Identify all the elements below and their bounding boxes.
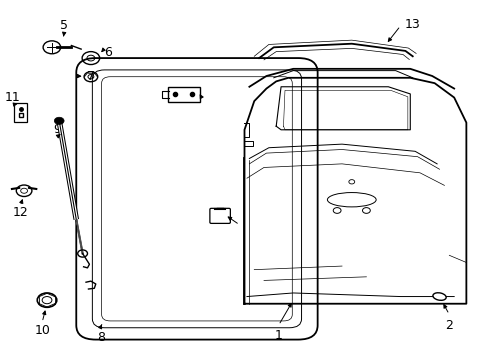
Text: 8: 8 bbox=[97, 331, 104, 344]
Text: 6: 6 bbox=[104, 46, 112, 59]
Text: 2: 2 bbox=[445, 319, 452, 332]
Text: 13: 13 bbox=[404, 18, 420, 31]
Ellipse shape bbox=[432, 293, 445, 300]
Ellipse shape bbox=[327, 193, 375, 207]
Circle shape bbox=[54, 117, 64, 125]
Polygon shape bbox=[244, 78, 466, 304]
FancyBboxPatch shape bbox=[102, 77, 292, 321]
Text: 7: 7 bbox=[87, 69, 95, 82]
FancyBboxPatch shape bbox=[76, 58, 317, 339]
Text: 1: 1 bbox=[274, 329, 282, 342]
Text: 3: 3 bbox=[240, 229, 248, 242]
FancyBboxPatch shape bbox=[209, 208, 230, 224]
Text: 9: 9 bbox=[53, 123, 61, 136]
FancyBboxPatch shape bbox=[92, 70, 301, 328]
Text: 5: 5 bbox=[60, 19, 68, 32]
Text: 12: 12 bbox=[12, 206, 28, 219]
Text: 11: 11 bbox=[5, 91, 20, 104]
FancyBboxPatch shape bbox=[14, 103, 27, 122]
Text: 10: 10 bbox=[34, 324, 50, 337]
Text: 4: 4 bbox=[211, 89, 219, 102]
FancyBboxPatch shape bbox=[167, 87, 200, 102]
